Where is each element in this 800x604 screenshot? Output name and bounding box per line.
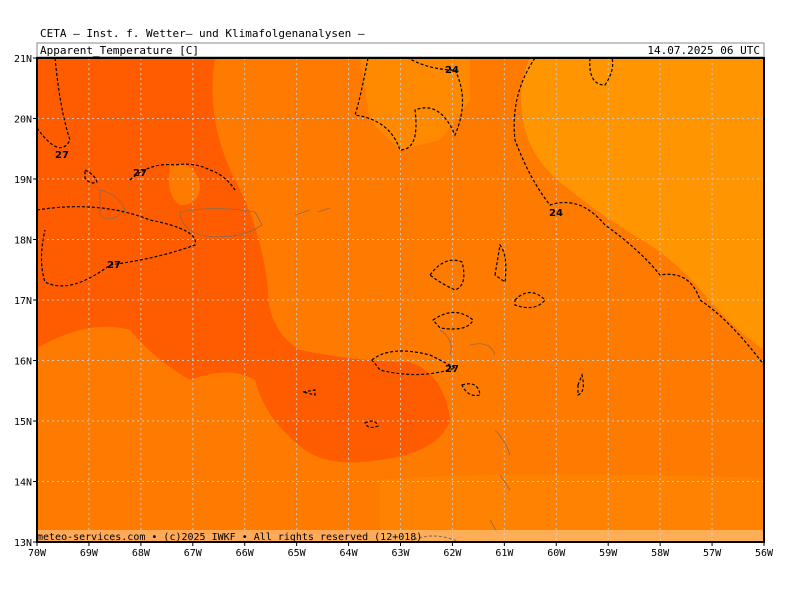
field-light [521,58,764,350]
footer-strip [37,530,764,542]
lon-label: 60W [547,548,566,559]
coastline [99,189,511,533]
lat-label: 20N [14,115,32,126]
lon-label: 63W [391,548,410,559]
contour-line [37,206,196,287]
title: CETA — Inst. f. Wetter— und Klimafolgena… [40,27,365,40]
lat-label: 14N [14,478,32,489]
contour-label: 24 [549,208,563,219]
lat-label: 15N [14,417,32,428]
contour-line [37,58,71,149]
lon-label: 56W [755,548,774,559]
lon-label: 70W [28,548,47,559]
variable: Apparent_Temperature [C] [40,44,199,57]
lat-label: 17N [14,296,32,307]
lon-label: 65W [288,548,307,559]
contour-label: 27 [55,150,69,161]
lon-label: 64W [340,548,359,559]
lon-label: 59W [599,548,618,559]
lat-label: 18N [14,236,32,247]
lat-label: 16N [14,357,32,368]
contour-line [302,243,584,429]
lon-label: 69W [80,548,99,559]
lon-label: 57W [703,548,722,559]
lon-label: 68W [132,548,151,559]
contour-label: 27 [445,364,459,375]
field-light [360,58,470,150]
graticule [37,58,764,542]
lon-label: 67W [184,548,203,559]
lat-label: 21N [14,54,32,65]
field-light [380,474,764,542]
contour-line [589,58,614,86]
lat-label: 13N [14,538,32,549]
field-warm [37,58,450,463]
lon-label: 62W [443,548,462,559]
contour-label: 27 [107,260,121,271]
lon-label: 66W [236,548,255,559]
contour-line [84,163,236,191]
valid-time: 14.07.2025 06 UTC [647,44,760,57]
lon-label: 61W [495,548,514,559]
lon-label: 58W [651,548,670,559]
contour-line [354,58,464,151]
contour-label: 27 [133,168,147,179]
map-area: meteo-services.com • (c)2025 IWKF • All … [37,58,764,543]
field-mid [168,164,200,205]
lat-label: 19N [14,175,32,186]
contour-label: 24 [445,65,459,76]
contour-line [513,58,764,366]
credit: meteo-services.com • (c)2025 IWKF • All … [37,532,422,543]
